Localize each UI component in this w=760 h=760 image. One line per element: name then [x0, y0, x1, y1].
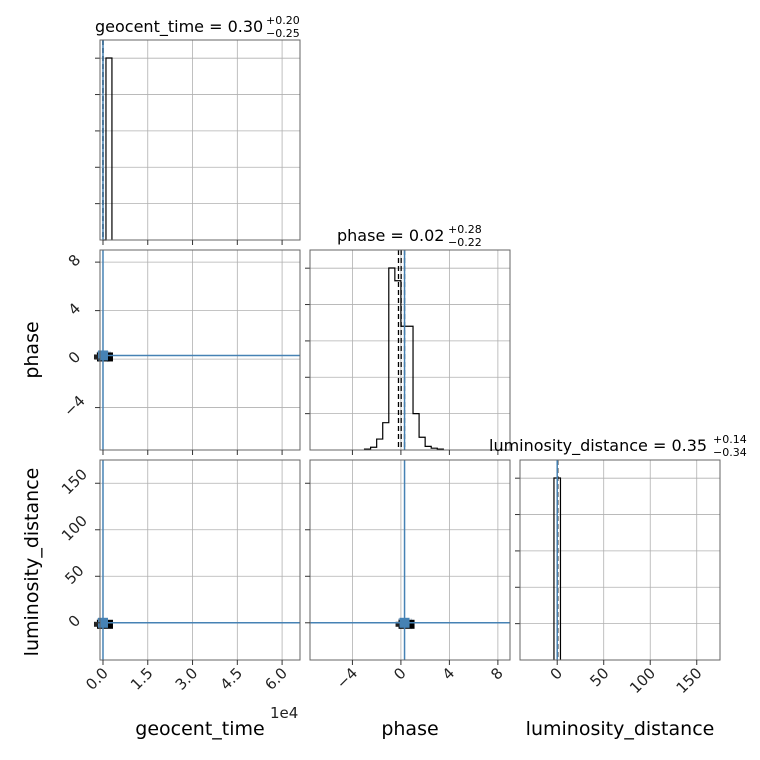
panel-background	[310, 460, 510, 660]
title-geocent-time: geocent_time = 0.30 +0.20 −0.25	[95, 14, 300, 40]
title-luminosity-distance-main: luminosity_distance = 0.35	[489, 436, 707, 456]
panel-frame	[309, 459, 511, 661]
sample-point	[410, 618, 413, 621]
tick-label-y-luminosity-distance: 150	[58, 465, 91, 498]
panel-frame	[99, 39, 301, 241]
panel-luminosity-distance-vs-geocent-time	[100, 460, 300, 660]
xlabel-luminosity-distance: luminosity_distance	[526, 718, 715, 740]
title-geocent-time-plus: +0.20	[266, 14, 300, 27]
density-edge-phase-vs-geocent-time	[93, 354, 99, 360]
ylabel-luminosity-distance: luminosity_distance	[21, 468, 43, 657]
truth-marker-luminosity-distance-vs-phase	[399, 617, 410, 628]
panel-frame	[99, 459, 301, 661]
xlabel-geocent-time: geocent_time	[135, 718, 264, 740]
title-luminosity-distance-minus: −0.34	[713, 446, 747, 459]
tick-label-x-geocent-time: 4.5	[217, 664, 247, 694]
tick-label-x-phase: 4	[439, 664, 458, 683]
panel-background	[100, 40, 300, 240]
xlabel-phase: phase	[381, 718, 438, 740]
tick-label-y-phase: 8	[65, 251, 84, 270]
tick-label-x-luminosity-distance: 100	[626, 664, 659, 697]
tick-label-x-luminosity-distance: 150	[673, 664, 706, 697]
panel-luminosity-distance-vs-phase	[310, 460, 510, 660]
title-phase-minus: −0.22	[448, 236, 482, 249]
panel-luminosity-distance-vs-luminosity-distance	[515, 460, 720, 660]
tick-label-x-geocent-time: 0.0	[82, 664, 112, 694]
sample-point	[96, 351, 99, 353]
tick-label-x-geocent-time: 6.0	[261, 664, 291, 694]
tick-label-x-luminosity-distance: 50	[586, 664, 612, 690]
tick-label-y-phase: 4	[65, 299, 84, 318]
panel-phase-vs-geocent-time	[100, 250, 300, 450]
title-geocent-time-main: geocent_time = 0.30	[95, 17, 263, 37]
title-luminosity-distance: luminosity_distance = 0.35 +0.14 −0.34	[489, 433, 747, 459]
panel-phase-vs-phase	[305, 250, 510, 450]
truth-marker-luminosity-distance-vs-geocent-time	[97, 617, 108, 628]
tick-label-y-phase: 0	[65, 348, 84, 367]
sample-point	[97, 618, 99, 620]
panel-background	[520, 460, 720, 660]
panel-frame	[309, 249, 511, 451]
sample-point	[107, 350, 110, 353]
panel-geocent-time-vs-geocent-time	[95, 40, 300, 240]
tick-label-x-phase: 0	[390, 664, 409, 683]
tick-label-x-geocent-time: 1.5	[127, 664, 157, 694]
panel-background	[310, 250, 510, 450]
tick-label-x-phase: −4	[333, 664, 361, 692]
panel-frame	[99, 249, 301, 451]
sample-point	[397, 618, 400, 621]
title-geocent-time-minus: −0.25	[266, 27, 300, 40]
title-phase-plus: +0.28	[448, 223, 482, 236]
panel-frame	[519, 459, 721, 661]
geocent-time-offset-text: 1e4	[270, 704, 298, 722]
panel-background	[100, 460, 300, 660]
tick-label-x-phase: 8	[487, 664, 506, 683]
title-phase-main: phase = 0.02	[337, 226, 444, 245]
tick-label-x-luminosity-distance: 0	[547, 664, 566, 683]
tick-label-y-luminosity-distance: 50	[61, 562, 87, 588]
tick-label-x-geocent-time: 3.0	[172, 664, 202, 694]
truth-marker-phase-vs-geocent-time	[97, 350, 108, 361]
title-luminosity-distance-plus: +0.14	[713, 433, 747, 446]
tick-label-y-luminosity-distance: 100	[58, 512, 91, 545]
density-edge-luminosity-distance-vs-geocent-time	[93, 621, 99, 627]
density-edge-luminosity-distance-vs-phase	[395, 621, 401, 627]
ylabel-phase: phase	[21, 321, 43, 378]
panel-background	[100, 250, 300, 450]
tick-label-y-luminosity-distance: 0	[65, 612, 84, 631]
tick-label-y-phase: −4	[60, 392, 88, 420]
title-phase: phase = 0.02 +0.28 −0.22	[337, 223, 482, 249]
